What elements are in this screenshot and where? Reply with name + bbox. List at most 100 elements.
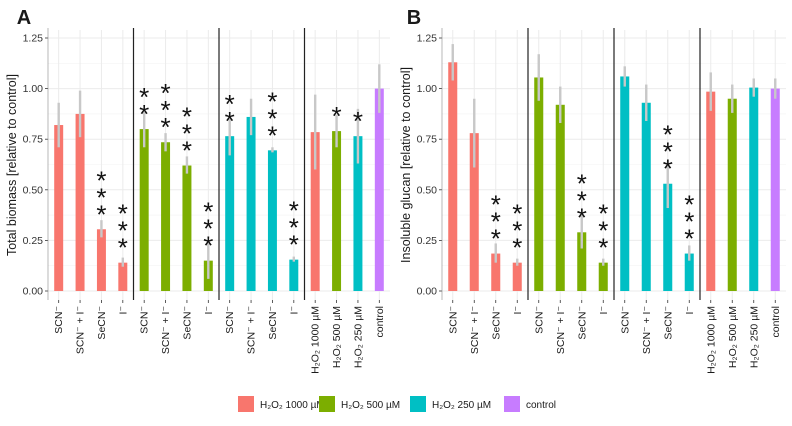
bar: [663, 183, 673, 291]
y-tick-label: 0.50: [417, 184, 438, 196]
significance-stars: * * *: [118, 199, 128, 263]
y-tick-label: 1.25: [23, 33, 44, 45]
significance-stars: *: [332, 101, 342, 131]
significance-stars: * * *: [598, 199, 608, 263]
bar: [139, 129, 149, 291]
category-label: SeCN⁻: [267, 306, 279, 340]
bar: [555, 104, 565, 292]
facet-4: H₂O₂ 1000 µM H₂O₂ 500 µM * H₂O₂ 250 µM * cont…: [303, 28, 386, 374]
y-tick-label: 1.00: [23, 83, 44, 95]
category-label: SeCN⁻: [576, 306, 588, 340]
significance-star: *: [225, 106, 235, 136]
significance-stars: * * *: [267, 86, 277, 150]
category-label: H₂O₂ 500 µM: [727, 306, 739, 368]
significance-stars: * * *: [96, 165, 106, 229]
category-label: H₂O₂ 1000 µM: [310, 306, 322, 374]
bar: [469, 133, 479, 291]
bar: [289, 259, 299, 291]
significance-star: *: [203, 231, 213, 261]
category-label: SCN⁻: [447, 306, 459, 334]
significance-star: *: [203, 214, 213, 244]
bar: [267, 150, 277, 291]
significance-stars: * *: [139, 82, 149, 129]
y-tick-label: 0.00: [23, 286, 44, 298]
panel-letter: A: [17, 7, 31, 29]
category-label: I⁻: [684, 306, 696, 314]
category-label: SeCN⁻: [181, 306, 193, 340]
category-label: I⁻: [598, 306, 610, 314]
significance-star: *: [512, 216, 522, 246]
significance-star: *: [663, 120, 673, 150]
significance-star: *: [118, 233, 128, 263]
y-tick-label: 1.25: [417, 33, 438, 45]
significance-star: *: [182, 136, 192, 166]
bar: [96, 229, 106, 291]
bar: [54, 125, 64, 291]
facet-3: SCN⁻* *SCN⁻ + I⁻ SeCN⁻* * *I⁻* * *: [218, 28, 300, 354]
significance-star: *: [491, 224, 501, 254]
significance-star: *: [598, 199, 608, 229]
category-label: SCN⁻: [139, 306, 151, 334]
significance-star: *: [512, 199, 522, 229]
category-label: I⁻: [203, 306, 215, 314]
significance-star: *: [289, 230, 299, 260]
significance-star: *: [491, 190, 501, 220]
category-label: I⁻: [512, 306, 524, 314]
significance-star: *: [332, 101, 342, 131]
y-tick-label: 0.25: [417, 235, 438, 247]
significance-star: *: [225, 89, 235, 119]
significance-star: *: [267, 103, 277, 133]
significance-star: *: [353, 106, 363, 136]
significance-stars: * * *: [577, 168, 587, 232]
legend-label: H₂O₂ 500 µM: [341, 400, 400, 411]
bar: [75, 113, 85, 292]
bar: [310, 132, 320, 291]
significance-star: *: [684, 190, 694, 220]
category-label: SCN⁻ + I⁻: [75, 306, 87, 354]
significance-stars: *: [353, 106, 363, 136]
bar: [246, 116, 256, 291]
legend-swatch: [238, 396, 254, 412]
category-label: control: [770, 306, 782, 338]
category-label: SeCN⁻: [490, 306, 502, 340]
y-tick-label: 0.25: [23, 235, 44, 247]
significance-star: *: [139, 99, 149, 129]
bar: [727, 98, 737, 291]
category-label: H₂O₂ 250 µM: [352, 306, 364, 368]
category-label: H₂O₂ 500 µM: [331, 306, 343, 368]
legend: H₂O₂ 1000 µM H₂O₂ 500 µM H₂O₂ 250 µM contro…: [238, 396, 556, 412]
significance-star: *: [96, 165, 106, 195]
significance-star: *: [577, 185, 587, 215]
category-label: SeCN⁻: [96, 306, 108, 340]
category-label: I⁻: [288, 306, 300, 314]
legend-swatch: [319, 396, 335, 412]
significance-star: *: [182, 102, 192, 132]
significance-star: *: [96, 199, 106, 229]
y-tick-label: 0.00: [417, 286, 438, 298]
significance-star: *: [267, 120, 277, 150]
facet-4: H₂O₂ 1000 µM H₂O₂ 500 µM H₂O₂ 250 µM contro…: [699, 28, 782, 374]
significance-star: *: [577, 168, 587, 198]
significance-star: *: [118, 216, 128, 246]
bar: [512, 262, 522, 291]
y-axis-title: Total biomass [relative to control]: [5, 74, 19, 256]
significance-star: *: [161, 112, 171, 142]
bar: [749, 87, 759, 291]
category-label: SCN⁻: [533, 306, 545, 334]
y-tick-label: 0.75: [417, 134, 438, 146]
facet-2: SCN⁻* *SCN⁻ + I⁻* * *SeCN⁻* * *I⁻* * *: [132, 28, 215, 354]
significance-star: *: [598, 233, 608, 263]
significance-star: *: [663, 137, 673, 167]
category-label: H₂O₂ 1000 µM: [705, 306, 717, 374]
bar: [491, 253, 501, 291]
bar: [225, 136, 235, 291]
category-label: I⁻: [117, 306, 129, 314]
bar: [770, 88, 780, 291]
significance-stars: * * *: [182, 102, 192, 166]
bar: [684, 253, 694, 291]
panel-b: B Insoluble glucan [relative to control] 0…: [399, 7, 786, 374]
category-label: H₂O₂ 250 µM: [748, 306, 760, 368]
significance-stars: * * *: [491, 190, 501, 254]
significance-stars: * * *: [663, 120, 673, 184]
